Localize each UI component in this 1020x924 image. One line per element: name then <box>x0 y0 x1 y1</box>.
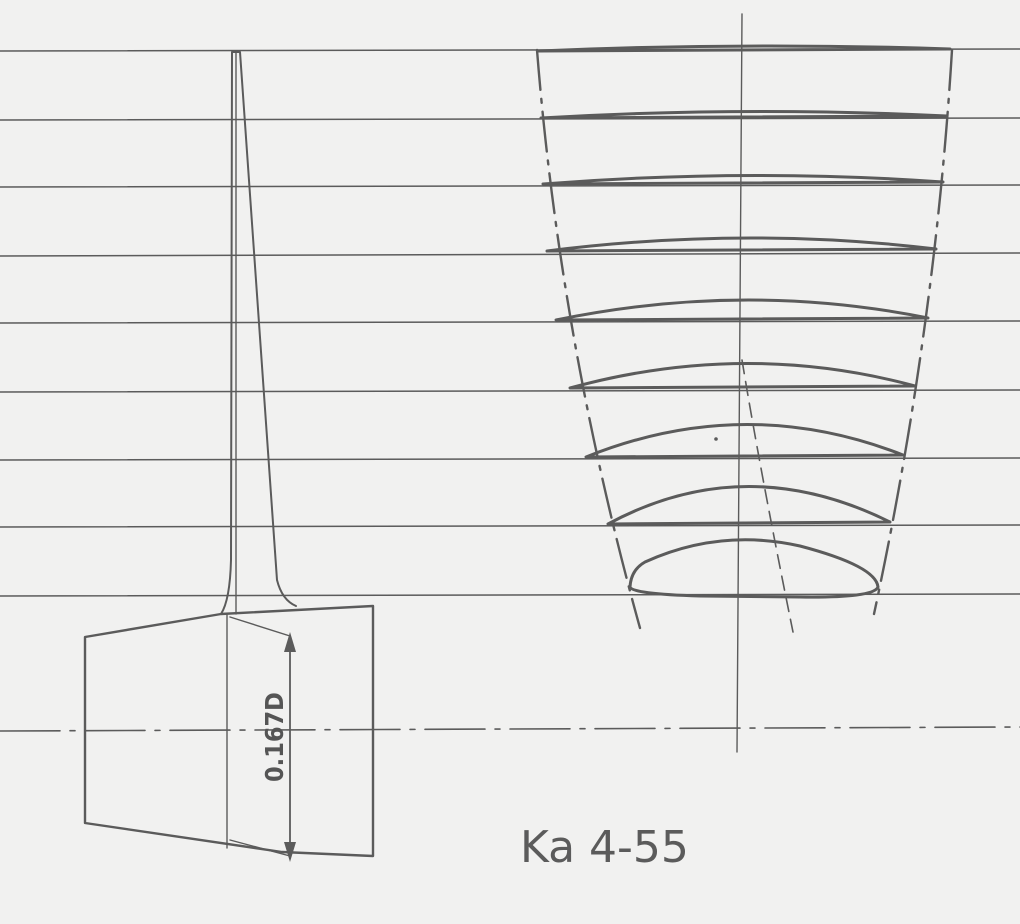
blade-section <box>554 298 930 322</box>
radius-line <box>0 457 1020 461</box>
blade-sections <box>537 44 952 599</box>
shaft-centerline <box>0 726 1020 732</box>
blade-section <box>537 44 952 53</box>
blade-section <box>545 236 938 253</box>
drawing-title: Ka 4-55 <box>520 822 689 873</box>
hub-dimension: 0.167D <box>229 616 296 862</box>
dimension-arrow-top <box>284 632 296 652</box>
dimension-extension <box>229 616 291 637</box>
dimension-arrow-bottom <box>284 842 296 862</box>
blade-section <box>584 423 905 459</box>
radius-lines <box>0 48 1020 597</box>
blade-section <box>541 173 945 186</box>
radius-line <box>0 524 1020 528</box>
max-thickness-line <box>741 359 794 633</box>
radius-line <box>0 184 1020 188</box>
stray-mark <box>714 437 718 441</box>
blade-reference-line <box>736 13 743 753</box>
blade-section <box>606 485 892 526</box>
radius-line <box>0 117 1020 121</box>
blade-section <box>568 362 917 390</box>
radius-line <box>0 320 1020 324</box>
blade-side-profile <box>220 51 297 615</box>
hub-dimension-label: 0.167D <box>260 692 289 782</box>
dimension-extension <box>229 839 291 857</box>
radius-line <box>0 389 1020 393</box>
radius-line <box>0 252 1020 257</box>
blade-section <box>539 109 949 120</box>
blade-outline-leading-edge <box>535 48 642 630</box>
blade-outline-trailing-edge <box>872 48 954 616</box>
blade-section <box>628 538 880 599</box>
